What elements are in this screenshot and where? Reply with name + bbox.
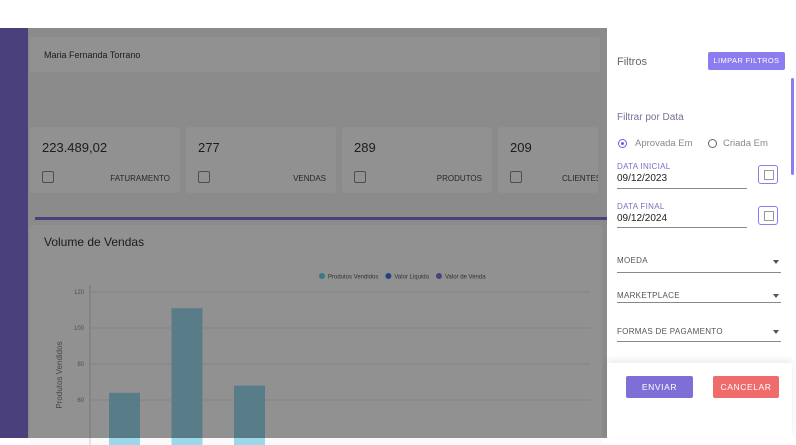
sidebar <box>0 28 28 438</box>
bar <box>109 392 140 445</box>
select-label[interactable]: MARKETPLACE <box>617 291 680 300</box>
stat-card: 289 PRODUTOS <box>342 127 492 193</box>
stat-value: 209 <box>510 140 532 155</box>
stat-label: PRODUTOS <box>436 174 482 183</box>
stat-icon <box>510 171 522 183</box>
legend-label: Valor Liquido <box>394 275 429 281</box>
filter-panel: Filtros LIMPAR FILTROS Filtrar por Data … <box>607 28 796 438</box>
submit-button[interactable]: ENVIAR <box>626 376 693 398</box>
stat-label: FATURAMENTO <box>110 174 170 183</box>
field-label: DATA FINAL <box>617 202 665 211</box>
stat-icon <box>42 171 54 183</box>
panel-title: Filtros <box>617 56 647 68</box>
clear-button[interactable]: LIMPAR FILTROS <box>708 52 785 70</box>
chart: Produtos Vendidos Valor Liquido Valor de V… <box>55 273 590 445</box>
dropdown-arrow <box>773 330 779 334</box>
legend-dot <box>319 273 325 279</box>
legend-label: Produtos Vendidos <box>328 275 378 281</box>
radio[interactable] <box>708 139 717 148</box>
bar <box>171 308 203 445</box>
calendar-button[interactable] <box>758 206 778 225</box>
main: Maria Fernanda Torrano 223.489,02 FATURAM… <box>28 28 607 445</box>
header-card: Maria Fernanda Torrano <box>30 37 600 72</box>
y-axis-label: Produtos Vendidos <box>55 341 64 408</box>
section-title: Filtrar por Data <box>617 112 684 123</box>
stat-value: 289 <box>354 140 376 155</box>
overlay[interactable] <box>0 28 607 438</box>
stat-card: 209 CLIENTES <box>498 127 598 193</box>
chart-title: Volume de Vendas <box>44 235 145 249</box>
field-label: DATA INICIAL <box>617 162 671 171</box>
bar <box>234 385 265 445</box>
chart-card: Volume de Vendas Produtos Vendidos Valor … <box>30 225 602 445</box>
stat-label: VENDAS <box>293 174 326 183</box>
underline <box>617 227 747 228</box>
cancel-button[interactable]: CANCELAR <box>713 376 779 398</box>
stat-value: 277 <box>198 140 220 155</box>
legend-label: Valor de Venda <box>445 275 486 281</box>
select-label[interactable]: MOEDA <box>617 256 648 265</box>
divider <box>35 217 607 220</box>
scrollbar[interactable] <box>791 78 794 175</box>
radio-label: Criada Em <box>723 138 768 149</box>
underline <box>617 188 747 189</box>
dropdown-arrow <box>773 294 779 298</box>
y-tick-label: 100 <box>74 326 85 332</box>
stat-icon <box>198 171 210 183</box>
y-tick-label: 80 <box>77 362 84 368</box>
underline <box>617 341 781 342</box>
footer <box>607 363 792 438</box>
radio-label: Aprovada Em <box>635 138 693 149</box>
y-tick-label: 120 <box>74 290 85 296</box>
stat-card: 277 VENDAS <box>186 127 336 193</box>
calendar-button[interactable] <box>758 165 778 184</box>
legend-dot <box>435 273 442 279</box>
field-value[interactable]: 09/12/2023 <box>617 173 668 184</box>
underline <box>617 302 781 303</box>
field-value[interactable]: 09/12/2024 <box>617 213 668 224</box>
stat-icon <box>354 171 366 183</box>
y-tick-label: 60 <box>77 398 84 404</box>
user-name: Maria Fernanda Torrano <box>44 50 141 60</box>
radio-checked[interactable] <box>618 139 627 148</box>
stat-card: 223.489,02 FATURAMENTO <box>30 127 180 193</box>
underline <box>617 272 781 273</box>
dropdown-arrow <box>773 260 779 264</box>
stat-label: CLIENTES <box>562 174 598 183</box>
select-label[interactable]: FORMAS DE PAGAMENTO <box>617 327 723 336</box>
legend-dot <box>385 273 392 279</box>
stat-value: 223.489,02 <box>42 140 108 155</box>
